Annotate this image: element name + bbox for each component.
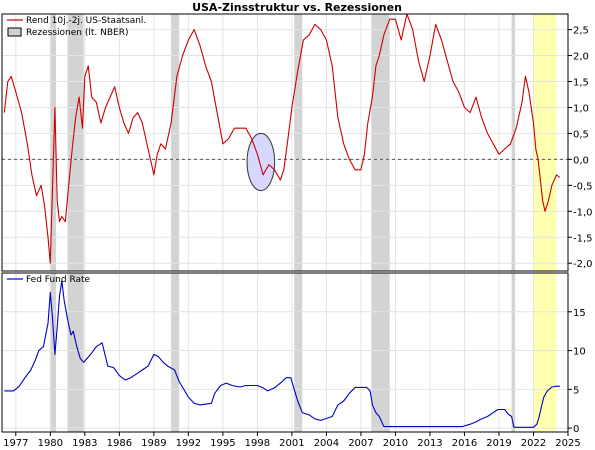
recession-band xyxy=(171,14,180,271)
highlight-band xyxy=(533,273,557,432)
legend-label: Rend 10j.-2j. US-Staatsanl. xyxy=(26,16,146,26)
y-tick-label: 2,5 xyxy=(573,26,589,37)
recession-band xyxy=(171,273,180,432)
x-tick-label: 1992 xyxy=(176,438,201,449)
chart-title: USA-Zinsstruktur vs. Rezessionen xyxy=(192,1,402,14)
recession-band xyxy=(67,273,84,432)
y-tick-label: 10 xyxy=(573,347,586,358)
x-tick-label: 2007 xyxy=(348,438,373,449)
y-tick-label: -0,5 xyxy=(573,181,593,192)
recession-band xyxy=(294,273,303,432)
legend-label: Rezessionen (lt. NBER) xyxy=(26,28,128,38)
y-tick-label: 0,0 xyxy=(573,155,589,166)
y-tick-label: 1,5 xyxy=(573,77,589,88)
y-tick-label: 2,0 xyxy=(573,52,589,63)
x-tick-label: 1998 xyxy=(245,438,270,449)
y-tick-label: -1,0 xyxy=(573,207,593,218)
panel-frame-top xyxy=(1,13,569,272)
x-tick-label: 2025 xyxy=(555,438,580,449)
x-tick-label: 1983 xyxy=(72,438,97,449)
panel-frame-bottom xyxy=(1,272,569,433)
x-tick-label: 1995 xyxy=(210,438,235,449)
y-tick-label: 5 xyxy=(573,385,579,396)
y-tick-label: 15 xyxy=(573,308,586,319)
x-tick-label: 2016 xyxy=(452,438,477,449)
x-tick-label: 2022 xyxy=(521,438,546,449)
recession-band xyxy=(50,14,57,271)
recession-band xyxy=(371,273,390,432)
recession-band xyxy=(511,14,516,271)
series-line-top xyxy=(3,13,561,264)
ellipse-annotation xyxy=(246,132,276,192)
x-tick-label: 2004 xyxy=(314,438,339,449)
recession-band xyxy=(67,14,84,271)
legend-swatch-box xyxy=(7,27,22,37)
x-tick-label: 2013 xyxy=(417,438,442,449)
series-line-bottom xyxy=(4,280,560,428)
recession-band xyxy=(511,273,516,432)
x-tick-label: 1989 xyxy=(141,438,166,449)
x-tick-label: 1980 xyxy=(38,438,63,449)
recession-band xyxy=(294,14,303,271)
recession-band xyxy=(50,273,57,432)
recession-band xyxy=(371,14,390,271)
y-tick-label: -2,0 xyxy=(573,259,593,270)
x-tick-label: 2010 xyxy=(383,438,408,449)
y-tick-label: 0,5 xyxy=(573,129,589,140)
x-tick-label: 1986 xyxy=(107,438,132,449)
x-tick-label: 2001 xyxy=(279,438,304,449)
y-tick-label: 0 xyxy=(573,424,579,435)
y-tick-label: 1,0 xyxy=(573,103,589,114)
highlight-band xyxy=(533,14,557,271)
x-tick-label: 2019 xyxy=(486,438,511,449)
legend-label: Fed Fund Rate xyxy=(26,275,91,285)
y-tick-label: -1,5 xyxy=(573,233,593,244)
x-tick-label: 1977 xyxy=(3,438,28,449)
